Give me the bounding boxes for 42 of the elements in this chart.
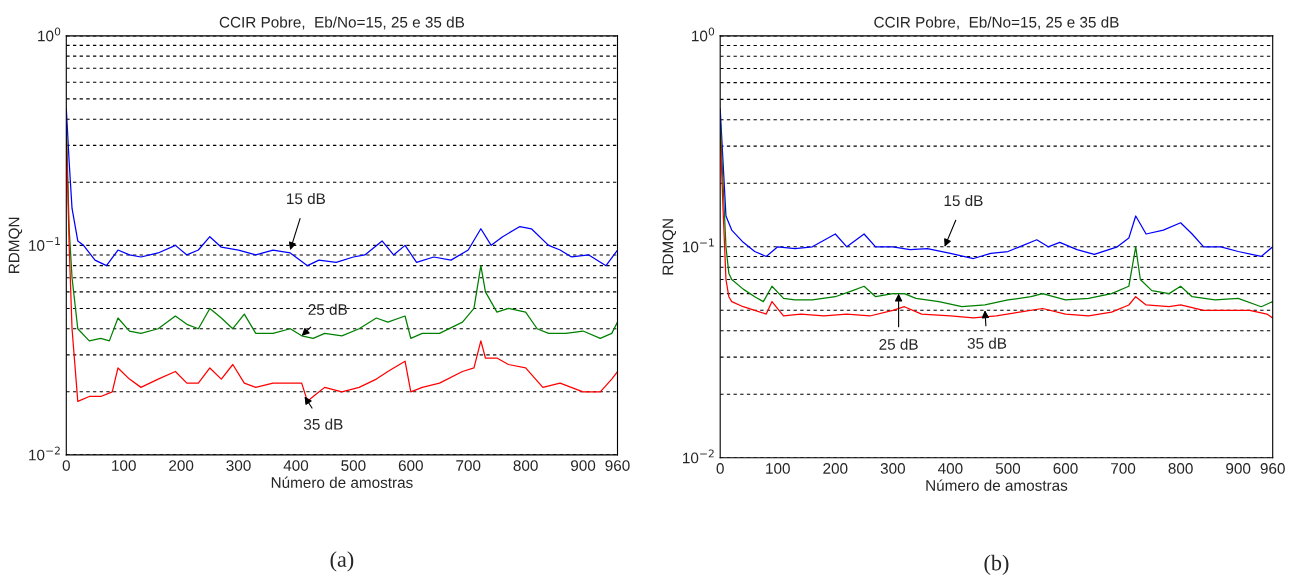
text: (b) bbox=[984, 554, 1009, 575]
y-tick-label: 10$^{−2}$ bbox=[683, 449, 714, 464]
x-tick-label: 100 bbox=[112, 460, 136, 471]
x-tick-label: 500 bbox=[995, 463, 1021, 474]
y-tick-label: 10$^{−2}$ bbox=[29, 446, 60, 461]
y-tick-label: 10$^{0}$ bbox=[38, 27, 61, 42]
x-tick-label: 800 bbox=[513, 460, 538, 471]
x-tick-label: 0 bbox=[62, 460, 70, 471]
x-axis-title: Número de amostras bbox=[926, 479, 1068, 491]
x-tick-label: 700 bbox=[1111, 463, 1136, 474]
annotation: 25 dB bbox=[308, 303, 347, 315]
x-tick-label: 300 bbox=[226, 460, 251, 471]
x-tick-label: 900 bbox=[1226, 463, 1251, 474]
chart-title: CCIR Pobre, Eb/No=15, 25 e 35 dB bbox=[219, 16, 465, 30]
y-axis-title: RDMQN bbox=[8, 217, 23, 273]
x-tick-label: 200 bbox=[169, 460, 194, 471]
x-tick-label: 400 bbox=[938, 463, 963, 474]
annotation: 15 dB bbox=[944, 194, 983, 207]
x-tick-label: 600 bbox=[1053, 463, 1078, 474]
y-axis-title: RDMQN bbox=[662, 219, 677, 275]
y-tick-label: 10$^{−1}$ bbox=[683, 238, 714, 253]
annotation: 15 dB bbox=[287, 192, 326, 205]
x-tick-label: 600 bbox=[398, 460, 423, 471]
x-tick-label: 960 bbox=[1260, 463, 1285, 474]
y-tick-label: 10$^{−1}$ bbox=[29, 237, 60, 251]
x-tick-label: 0 bbox=[716, 463, 724, 474]
x-tick-label: 200 bbox=[823, 463, 848, 474]
annotation: 35 dB bbox=[967, 337, 1007, 349]
x-tick-label: 960 bbox=[605, 460, 630, 471]
x-tick-label: 300 bbox=[880, 463, 906, 474]
x-tick-label: 100 bbox=[766, 463, 790, 474]
x-tick-label: 800 bbox=[1168, 463, 1193, 474]
x-axis-title: Número de amostras bbox=[271, 476, 413, 488]
x-tick-label: 700 bbox=[456, 460, 481, 471]
y-tick-label: 10$^{0}$ bbox=[692, 27, 715, 42]
x-tick-label: 400 bbox=[283, 460, 309, 471]
annotation: 35 dB bbox=[303, 418, 343, 430]
x-tick-label: 900 bbox=[571, 460, 596, 471]
chart-title: CCIR Pobre, Eb/No=15, 25 e 35 dB bbox=[874, 16, 1119, 30]
annotation: 25 dB bbox=[879, 338, 918, 350]
text: (a) bbox=[330, 551, 354, 572]
x-tick-label: 500 bbox=[341, 460, 366, 471]
